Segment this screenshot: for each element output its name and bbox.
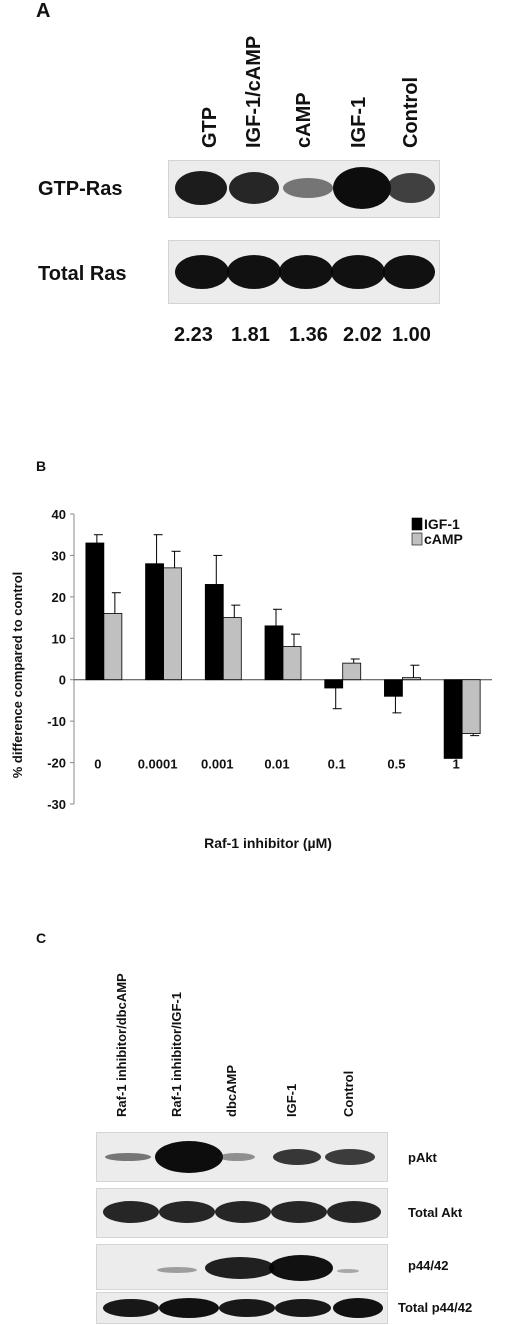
- blot-band: [383, 255, 435, 289]
- panel-a-lane-label: Control: [400, 76, 422, 148]
- bar-camp: [163, 567, 182, 681]
- legend-label: IGF-1: [424, 516, 460, 532]
- panel-c-lane-label: Raf-1 inhibitor/dbcAMP: [114, 973, 129, 1117]
- panel-b-chart: 40 30 20 10 0 -10 -20 -30 0 0.0001 0.001 0.01 0.1 0.5…: [10, 507, 492, 851]
- x-tick-label: 0.001: [201, 757, 234, 772]
- panel-a-blot-gtp-ras: [168, 160, 440, 218]
- blot-band: [333, 167, 391, 209]
- blot-band: [219, 1153, 255, 1161]
- panel-c-lane-label: dbcAMP: [224, 1065, 239, 1117]
- blot-band: [155, 1141, 223, 1173]
- legend-swatch: [411, 517, 423, 531]
- blot-band: [325, 1149, 375, 1165]
- blot-band: [159, 1201, 215, 1223]
- blot-band: [175, 255, 229, 289]
- panel-c-row-label-p44-42: p44/42: [408, 1258, 449, 1273]
- legend-swatch: [411, 532, 423, 546]
- y-axis-label: % difference compared to control: [10, 572, 25, 779]
- blot-band: [229, 172, 279, 204]
- bar-igf-1: [324, 679, 344, 689]
- x-tick-label: 0.5: [387, 757, 405, 772]
- y-tick-label: 30: [52, 548, 66, 563]
- blot-band: [157, 1267, 197, 1273]
- blot-band: [337, 1269, 359, 1273]
- bar-igf-1: [204, 584, 224, 681]
- panel-a-ratio: 1.81: [231, 324, 270, 346]
- panel-b-letter: B: [36, 458, 47, 474]
- panel-a-ratio: 2.02: [343, 324, 382, 346]
- blot-band: [205, 1257, 275, 1279]
- blot-band: [283, 178, 333, 198]
- x-tick-label: 0: [94, 757, 101, 772]
- blot-band: [269, 1255, 333, 1281]
- y-tick-label: 10: [52, 631, 66, 646]
- y-tick-label: -20: [47, 756, 66, 771]
- panel-a-row-label-total-ras: Total Ras: [38, 263, 127, 285]
- panel-c-blot-p44-42: [96, 1244, 388, 1290]
- panel-c-row-label-total-p44-42: Total p44/42: [398, 1300, 473, 1315]
- y-tick-label: -30: [47, 797, 66, 812]
- panel-a-lane-label: cAMP: [293, 92, 315, 148]
- x-tick-label: 1: [453, 757, 460, 772]
- bar-igf-1: [443, 679, 463, 759]
- blot-band: [279, 255, 333, 289]
- y-tick-label: 20: [52, 590, 66, 605]
- y-tick-label: -10: [47, 714, 66, 729]
- bar-igf-1: [264, 625, 284, 681]
- panel-a-lane-label: IGF-1/cAMP: [243, 35, 265, 148]
- y-tick-label: 0: [59, 673, 66, 688]
- blot-band: [219, 1299, 275, 1317]
- x-tick-label: 0.1: [328, 757, 346, 772]
- panel-c-row-label-total-akt: Total Akt: [408, 1205, 463, 1220]
- panel-a-blot-total-ras: [168, 240, 440, 304]
- panel-c-lane-label: Control: [341, 1070, 356, 1117]
- bar-camp: [461, 679, 481, 734]
- bar-camp: [222, 617, 242, 681]
- panel-a-ratio: 1.36: [289, 324, 328, 346]
- bar-camp: [342, 662, 362, 681]
- panel-a-lane-label: GTP: [199, 106, 221, 148]
- bar-igf-1: [85, 542, 105, 681]
- panel-c-lane-label: Raf-1 inhibitor/IGF-1: [169, 992, 184, 1117]
- bar-igf-1: [145, 563, 164, 681]
- panel-a-row-label-gtp-ras: GTP-Ras: [38, 178, 123, 200]
- blot-band: [331, 255, 385, 289]
- panel-c-lane-label: IGF-1: [284, 1083, 299, 1117]
- blot-band: [159, 1298, 219, 1318]
- y-tick-label: 40: [52, 507, 66, 522]
- bar-camp: [282, 646, 302, 681]
- x-tick-label: 0.01: [264, 757, 289, 772]
- blot-band: [175, 171, 227, 205]
- legend-label: cAMP: [424, 531, 463, 547]
- blot-band: [273, 1149, 321, 1165]
- panel-c-blot-total-akt: [96, 1188, 388, 1238]
- blot-band: [333, 1298, 383, 1318]
- blot-band: [227, 255, 281, 289]
- panel-c-letter: C: [36, 930, 47, 946]
- panel-a-ratio: 1.00: [392, 324, 431, 346]
- blot-band: [327, 1201, 381, 1223]
- panel-c-row-label-pakt: pAkt: [408, 1150, 437, 1165]
- x-axis-label: Raf-1 inhibitor (µM): [204, 835, 332, 851]
- bar-igf-1: [384, 679, 403, 697]
- panel-a-lane-label: IGF-1: [348, 96, 370, 148]
- panel-a-ratio: 2.23: [174, 324, 213, 346]
- bar-camp: [402, 677, 421, 681]
- x-tick-label: 0.0001: [138, 757, 178, 772]
- panel-a-letter: A: [36, 0, 51, 22]
- blot-band: [105, 1153, 151, 1161]
- blot-band: [103, 1299, 159, 1317]
- blot-band: [271, 1201, 327, 1223]
- bar-camp: [103, 613, 123, 681]
- panel-c-blot-total-p44-42: [96, 1292, 388, 1324]
- panel-c-blot-pakt: [96, 1132, 388, 1182]
- blot-band: [387, 173, 435, 203]
- blot-band: [215, 1201, 271, 1223]
- blot-band: [275, 1299, 331, 1317]
- blot-band: [103, 1201, 159, 1223]
